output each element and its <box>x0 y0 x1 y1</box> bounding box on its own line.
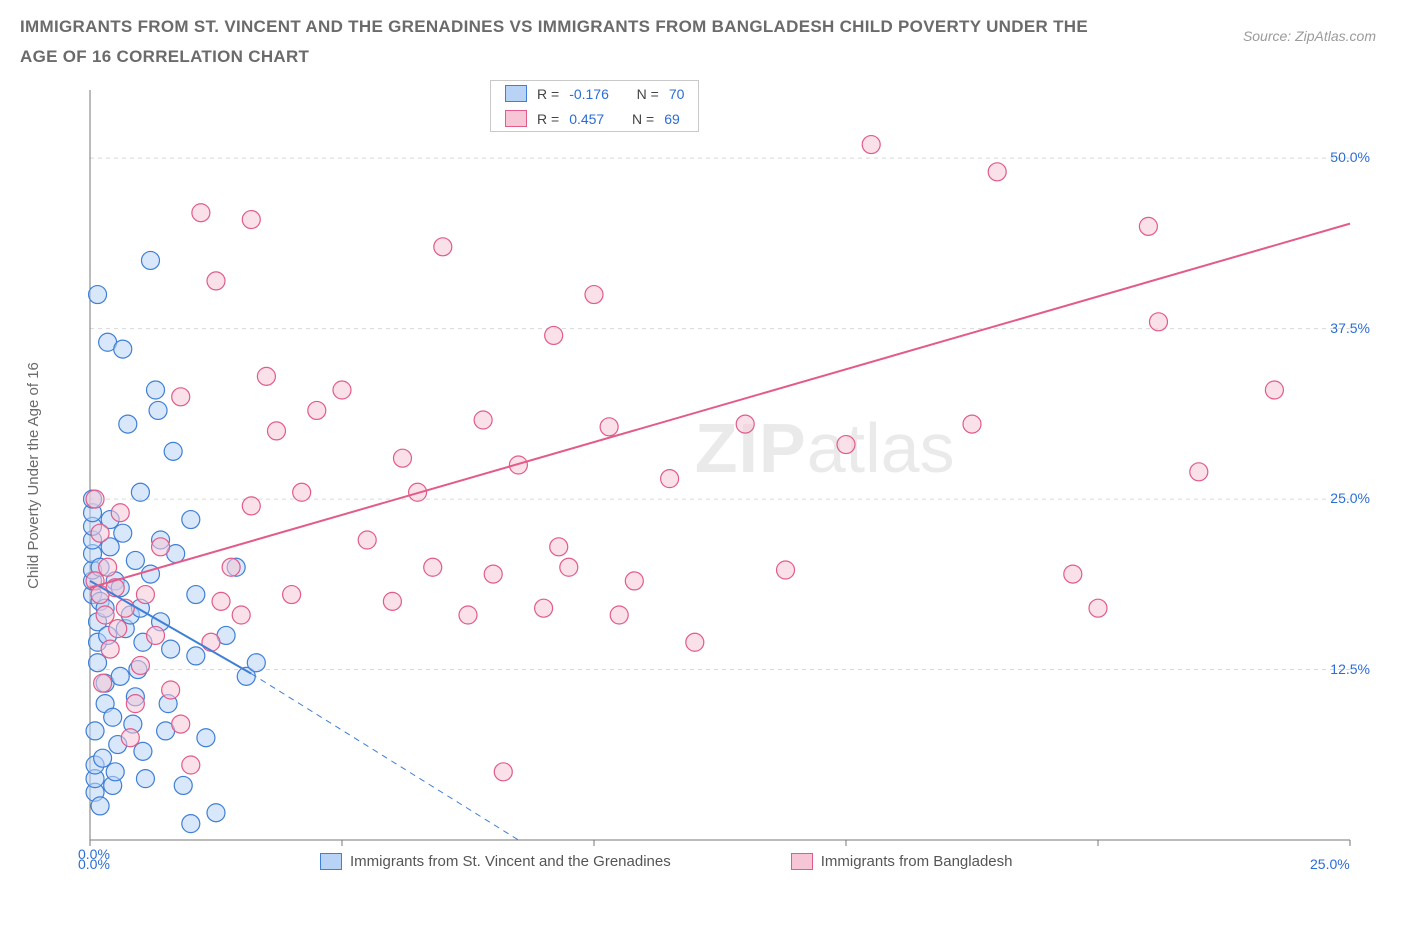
y-tick-3: 37.5% <box>1330 320 1370 336</box>
legend-swatch <box>320 853 342 870</box>
y-tick-1: 12.5% <box>1330 661 1370 677</box>
legend-swatch <box>505 85 527 102</box>
legend-swatch <box>791 853 813 870</box>
legend-item: Immigrants from Bangladesh <box>791 853 1013 870</box>
legend-item: Immigrants from St. Vincent and the Gren… <box>320 853 671 870</box>
y-tick-0: 0.0% <box>78 846 110 862</box>
legend-series: Immigrants from St. Vincent and the Gren… <box>320 853 1012 870</box>
legend-swatch <box>505 110 527 127</box>
legend-label: Immigrants from St. Vincent and the Gren… <box>350 853 671 870</box>
chart-area: ZIPatlas R =-0.176 N =70R =0.457 N =69 I… <box>60 80 1380 870</box>
y-axis-label: Child Poverty Under the Age of 16 <box>18 80 48 870</box>
legend-stat-row: R =-0.176 N =70 <box>491 81 698 106</box>
x-tick-max: 25.0% <box>1310 856 1350 872</box>
svg-text:ZIPatlas: ZIPatlas <box>695 409 955 487</box>
scatter-plot: ZIPatlas <box>60 80 1380 870</box>
y-tick-2: 25.0% <box>1330 490 1370 506</box>
y-tick-4: 50.0% <box>1330 149 1370 165</box>
legend-stats: R =-0.176 N =70R =0.457 N =69 <box>490 80 699 132</box>
chart-title: IMMIGRANTS FROM ST. VINCENT AND THE GREN… <box>20 12 1106 72</box>
source-label: Source: ZipAtlas.com <box>1243 28 1376 44</box>
legend-label: Immigrants from Bangladesh <box>821 853 1013 870</box>
legend-stat-row: R =0.457 N =69 <box>491 106 698 131</box>
